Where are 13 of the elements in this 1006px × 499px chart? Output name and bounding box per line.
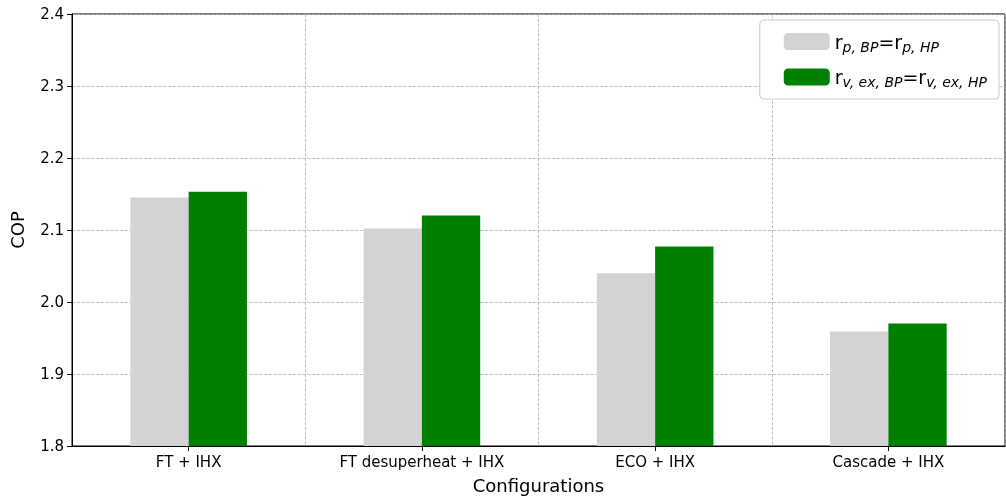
y-tick-label: 2.2: [40, 149, 64, 167]
y-tick-label: 2.4: [40, 5, 64, 23]
y-tick-label: 1.9: [40, 365, 64, 383]
x-tick-label: FT + IHX: [155, 452, 222, 471]
x-tick-label: FT desuperheat + IHX: [339, 452, 505, 471]
y-tick-label: 2.3: [40, 77, 64, 95]
x-tick-label: Cascade + IHX: [832, 452, 945, 471]
x-tick-label: ECO + IHX: [615, 452, 696, 471]
y-tick-label: 2.1: [40, 221, 64, 239]
x-axis-title: Configurations: [472, 474, 605, 496]
y-tick-label: 2.0: [40, 293, 64, 311]
y-tick-label: 1.8: [40, 437, 64, 455]
y-axis-title: COP: [6, 211, 28, 249]
